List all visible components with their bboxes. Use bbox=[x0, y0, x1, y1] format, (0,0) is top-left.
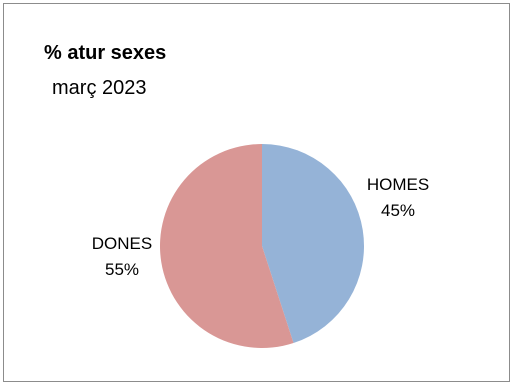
slice-percent-dones: 55% bbox=[105, 260, 139, 279]
pie-slice-homes bbox=[262, 144, 364, 344]
pie-slices bbox=[159, 144, 364, 348]
chart-subtitle: març 2023 bbox=[52, 77, 147, 99]
pie-slice-dones bbox=[159, 144, 294, 348]
chart-title: % atur sexes bbox=[44, 42, 167, 64]
slice-percent-homes: 45% bbox=[381, 201, 415, 220]
slice-label-dones: DONES bbox=[92, 234, 152, 253]
slice-label-homes: HOMES bbox=[367, 175, 429, 194]
